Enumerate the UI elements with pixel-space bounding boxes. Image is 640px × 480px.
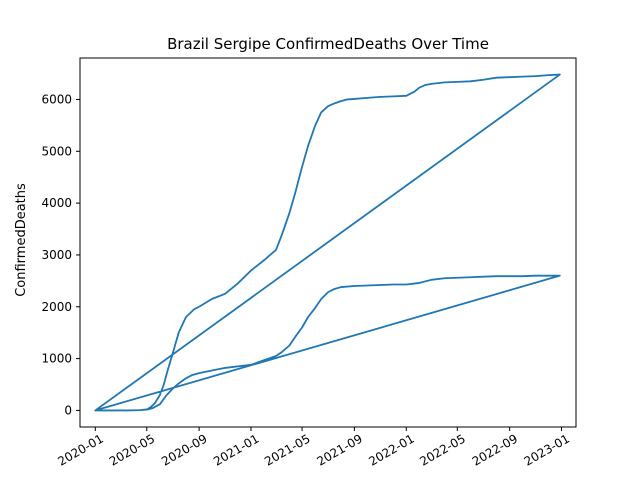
y-axis-ticks: 0 1000 2000 3000 4000 5000 6000: [41, 92, 80, 417]
x-tick-label: 2022-09: [470, 431, 520, 468]
x-axis-ticks: 2020-01 2020-05 2020-09 2021-01 2021-05 2021-…: [55, 427, 572, 469]
x-tick-label: 2021-05: [262, 431, 312, 468]
x-tick-label: 2020-05: [107, 431, 157, 468]
y-tick-label: 0: [64, 403, 72, 417]
y-tick-label: 4000: [41, 196, 72, 210]
x-tick-label: 2020-09: [159, 431, 209, 468]
chart-title: Brazil Sergipe ConfirmedDeaths Over Time: [167, 35, 489, 53]
y-tick-label: 5000: [41, 144, 72, 158]
y-axis-label: ConfirmedDeaths: [14, 183, 29, 297]
y-tick-label: 3000: [41, 248, 72, 262]
plot-area: [79, 57, 577, 428]
x-tick-label: 2020-01: [55, 431, 105, 468]
x-tick-label: 2021-09: [314, 431, 364, 468]
y-tick-label: 2000: [41, 300, 72, 314]
plot-frame: [79, 57, 577, 428]
y-tick-label: 6000: [41, 92, 72, 106]
x-tick-label: 2021-01: [211, 431, 261, 468]
y-tick-label: 1000: [41, 352, 72, 366]
series-line-0: [94, 73, 561, 412]
x-tick-label: 2022-05: [417, 431, 467, 468]
x-tick-label: 2023-01: [522, 431, 572, 468]
x-tick-label: 2022-01: [366, 431, 416, 468]
